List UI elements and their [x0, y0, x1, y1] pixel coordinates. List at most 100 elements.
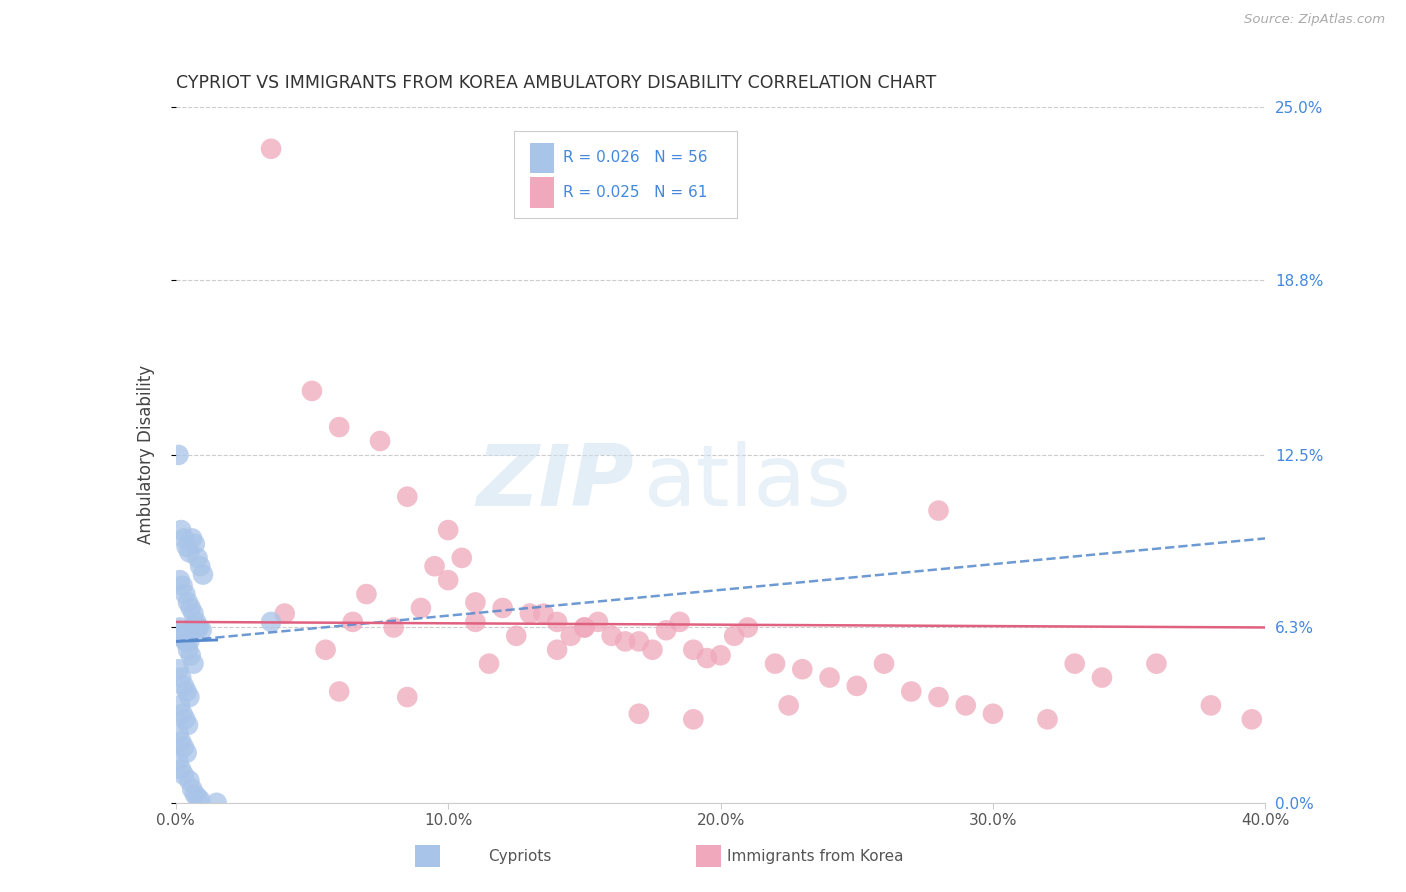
Point: [191, 567, 214, 582]
Point: [260, 615, 283, 629]
Point: [173, 768, 195, 782]
Point: [167, 626, 190, 640]
Point: [437, 523, 460, 537]
Point: [184, 620, 207, 634]
Point: [655, 624, 678, 638]
Point: [396, 690, 419, 704]
Point: [478, 657, 501, 671]
Point: [172, 579, 194, 593]
Point: [423, 559, 446, 574]
Point: [763, 657, 786, 671]
Point: [260, 142, 283, 156]
Point: [186, 790, 209, 805]
Point: [668, 615, 690, 629]
Point: [955, 698, 977, 713]
Point: [170, 763, 193, 777]
Point: [186, 615, 208, 629]
Y-axis label: Ambulatory Disability: Ambulatory Disability: [136, 366, 155, 544]
Point: [172, 706, 194, 721]
Text: R = 0.025   N = 61: R = 0.025 N = 61: [562, 186, 707, 200]
Point: [174, 712, 197, 726]
Point: [188, 559, 211, 574]
Point: [737, 620, 759, 634]
Point: [368, 434, 391, 448]
Bar: [530, 143, 554, 173]
Point: [186, 620, 209, 634]
Point: [170, 523, 193, 537]
Point: [778, 698, 800, 713]
Point: [173, 740, 195, 755]
Point: [627, 634, 650, 648]
Point: [356, 587, 378, 601]
Point: [682, 712, 704, 726]
Point: [180, 601, 202, 615]
Point: [492, 601, 515, 615]
Point: [167, 726, 190, 740]
Point: [179, 690, 201, 704]
Point: [792, 662, 814, 676]
Point: [176, 684, 198, 698]
Point: [710, 648, 733, 663]
FancyBboxPatch shape: [513, 131, 737, 219]
Point: [183, 607, 205, 621]
Point: [177, 642, 200, 657]
Text: Immigrants from Korea: Immigrants from Korea: [727, 849, 904, 863]
Point: [437, 573, 460, 587]
Point: [586, 615, 609, 629]
Point: [696, 651, 718, 665]
Point: [188, 793, 211, 807]
Point: [627, 706, 650, 721]
Point: [1240, 712, 1263, 726]
Bar: [530, 178, 554, 208]
Point: [845, 679, 868, 693]
Point: [179, 773, 201, 788]
Point: [176, 634, 198, 648]
Point: [184, 537, 207, 551]
Point: [450, 550, 472, 565]
Point: [169, 573, 191, 587]
Point: [180, 648, 202, 663]
Point: [342, 615, 364, 629]
Point: [574, 620, 596, 634]
Point: [186, 550, 209, 565]
Point: [176, 540, 198, 554]
Point: [1091, 671, 1114, 685]
Point: [533, 607, 555, 621]
Point: [181, 620, 204, 634]
Point: [169, 698, 191, 713]
Point: [464, 595, 486, 609]
Point: [176, 746, 198, 760]
Point: [190, 624, 212, 638]
Point: [167, 754, 190, 768]
Point: [560, 629, 582, 643]
Point: [173, 532, 195, 546]
Text: Source: ZipAtlas.com: Source: ZipAtlas.com: [1244, 13, 1385, 27]
Point: [205, 796, 228, 810]
Point: [928, 503, 950, 517]
Point: [1063, 657, 1085, 671]
Point: [873, 657, 896, 671]
Point: [574, 620, 596, 634]
Text: CYPRIOT VS IMMIGRANTS FROM KOREA AMBULATORY DISABILITY CORRELATION CHART: CYPRIOT VS IMMIGRANTS FROM KOREA AMBULAT…: [176, 74, 936, 92]
Point: [505, 629, 527, 643]
Point: [167, 448, 190, 462]
Point: [382, 620, 405, 634]
Point: [328, 420, 350, 434]
Point: [328, 684, 350, 698]
Point: [173, 632, 195, 646]
Point: [600, 629, 623, 643]
Point: [641, 642, 664, 657]
Text: atlas: atlas: [644, 442, 852, 524]
Point: [179, 545, 201, 559]
Point: [170, 629, 193, 643]
Point: [1036, 712, 1059, 726]
Point: [274, 607, 297, 621]
Point: [173, 679, 195, 693]
Point: [181, 532, 204, 546]
Point: [723, 629, 745, 643]
Point: [174, 634, 197, 648]
Point: [177, 595, 200, 609]
Point: [818, 671, 841, 685]
Point: [184, 788, 207, 802]
Point: [546, 642, 568, 657]
